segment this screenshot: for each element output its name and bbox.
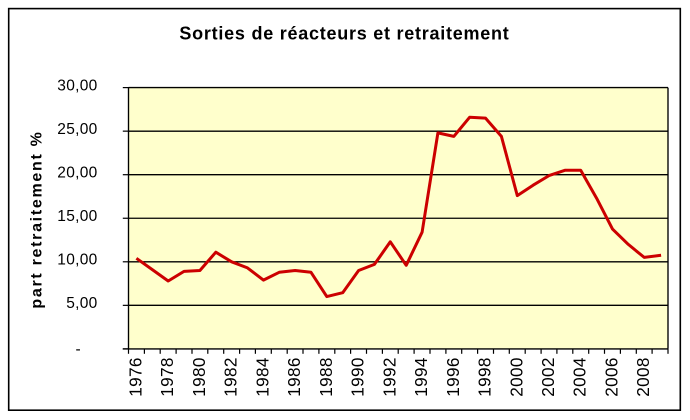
svg-text:30,00: 30,00 bbox=[57, 78, 97, 95]
svg-text:2006: 2006 bbox=[602, 357, 622, 397]
svg-text:15,00: 15,00 bbox=[57, 208, 97, 225]
svg-text:1998: 1998 bbox=[475, 357, 495, 397]
svg-text:1978: 1978 bbox=[157, 357, 177, 397]
svg-text:1988: 1988 bbox=[316, 357, 336, 397]
svg-text:1982: 1982 bbox=[221, 357, 241, 397]
svg-text:1994: 1994 bbox=[411, 357, 431, 397]
svg-text:1980: 1980 bbox=[189, 357, 209, 397]
svg-text:1990: 1990 bbox=[348, 357, 368, 397]
svg-text:2004: 2004 bbox=[570, 357, 590, 397]
svg-text:1992: 1992 bbox=[379, 357, 399, 397]
svg-text:2008: 2008 bbox=[633, 357, 653, 397]
svg-text:5,00: 5,00 bbox=[66, 295, 97, 312]
svg-text:1996: 1996 bbox=[443, 357, 463, 397]
svg-text:1984: 1984 bbox=[252, 357, 272, 397]
svg-text:1976: 1976 bbox=[125, 357, 145, 397]
svg-text:10,00: 10,00 bbox=[57, 252, 97, 269]
svg-text:2002: 2002 bbox=[538, 357, 558, 397]
svg-text:-: - bbox=[76, 341, 81, 358]
svg-text:Sorties de réacteurs et retrai: Sorties de réacteurs et retraitement bbox=[179, 24, 509, 44]
svg-text:20,00: 20,00 bbox=[57, 165, 97, 182]
svg-text:25,00: 25,00 bbox=[57, 121, 97, 138]
svg-text:part retraitement %: part retraitement % bbox=[29, 130, 46, 308]
svg-text:2000: 2000 bbox=[506, 357, 526, 397]
svg-text:1986: 1986 bbox=[284, 357, 304, 397]
